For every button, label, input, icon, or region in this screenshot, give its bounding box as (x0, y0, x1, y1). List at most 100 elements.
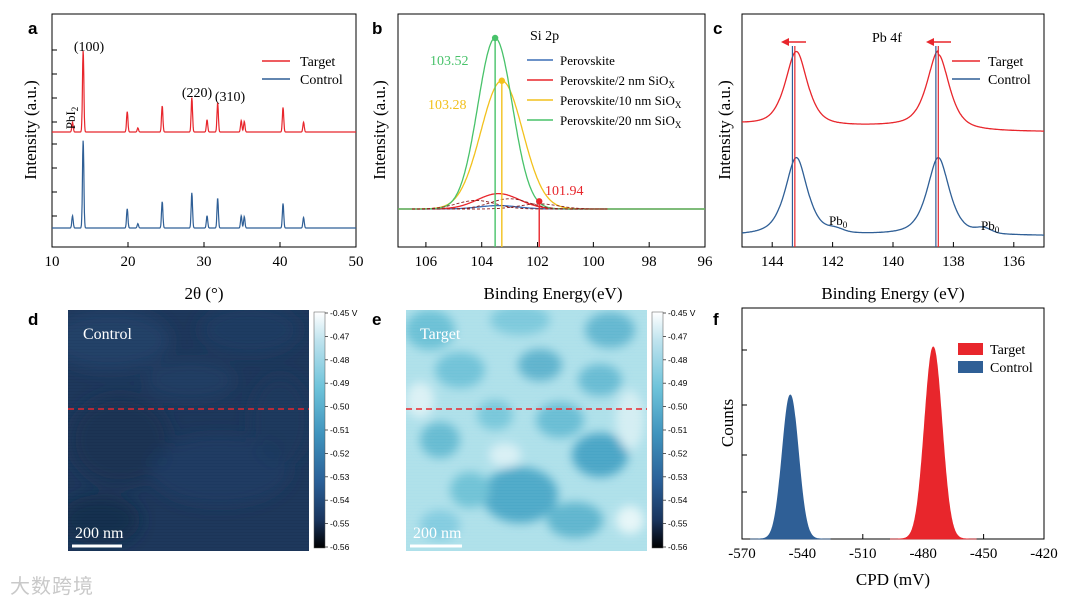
panel-a-xlabel: 2θ (°) (184, 284, 223, 303)
legend-label-target-f: Target (990, 343, 1025, 358)
legend-label-control-c: Control (988, 73, 1031, 88)
colorbar-tick-label: -0.55 (668, 519, 688, 529)
colorbar-tick-label: -0.50 (330, 402, 350, 412)
c-xtick-label: 138 (942, 254, 965, 270)
kpfm-map-target (406, 310, 647, 551)
b-xtick-label: 102 (526, 254, 549, 270)
legend-label-perovskite: Perovskite (560, 53, 615, 68)
legend-label-control: Control (300, 73, 343, 88)
colorbar-tick-label: -0.51 (668, 425, 688, 435)
shift-arrowhead-right (926, 38, 934, 46)
xps-si-marker-dot-0 (491, 34, 499, 42)
b-xtick-label: 104 (470, 254, 493, 270)
xrd-line-control (52, 140, 356, 229)
e-colorbar (651, 311, 664, 549)
xps-pb-line-control (741, 156, 1044, 236)
e-label: Target (420, 326, 461, 343)
panel-c-ylabel: Intensity (a.u.) (715, 80, 734, 180)
colorbar-tick-label: -0.45 V (330, 308, 358, 318)
panel-f: -570 -540 -510 -480 -450 -420 CPD (mV) Counts… (718, 307, 1058, 589)
legend-label-10nm: Perovskite/10 nm SiOX (560, 93, 682, 110)
panel-c-frame (741, 13, 1045, 248)
colorbar-tick-label: -0.48 (330, 355, 350, 365)
colorbar-tick-label: -0.45 V (668, 308, 696, 318)
watermark: 大数跨境 (10, 574, 94, 598)
annot-pbi2: PbI2 (63, 107, 80, 130)
b-xtick-label: 98 (642, 254, 657, 270)
annot-103-28: 103.28 (428, 98, 467, 113)
f-xtick-label: -570 (728, 546, 756, 562)
a-xtick-label: 40 (273, 254, 288, 270)
colorbar-tick-label: -0.55 (330, 519, 350, 529)
colorbar-tick-label: -0.52 (330, 448, 350, 458)
colorbar-tick-label: -0.56 (668, 542, 688, 552)
xps-si-fit-0 (412, 200, 608, 210)
panel-c-xlabel: Binding Energy (eV) (821, 284, 964, 303)
colorbar-tick-label: -0.50 (668, 402, 688, 412)
annot-pb0-right: Pb0 (981, 218, 1000, 235)
annot-pb0-left: Pb0 (829, 213, 848, 230)
annot-220: (220) (182, 86, 213, 101)
panel-label-c: c (713, 19, 722, 38)
panel-a: 10 20 30 40 50 2θ (°) Intensity (a.u.) Targe… (21, 13, 364, 303)
b-xtick-label: 100 (582, 254, 605, 270)
legend-label-20nm: Perovskite/20 nm SiOX (560, 113, 682, 130)
colorbar-tick-label: -0.56 (330, 542, 350, 552)
annot-310: (310) (215, 90, 246, 105)
colorbar-tick-label: -0.49 (668, 378, 688, 388)
f-xtick-label: -420 (1030, 546, 1058, 562)
panel-c: 144 142 140 138 136 Pb 4f Binding Energy (eV… (715, 13, 1045, 303)
a-xtick-label: 30 (197, 254, 212, 270)
a-xtick-label: 10 (45, 254, 60, 270)
colorbar-tick-label: -0.53 (668, 472, 688, 482)
legend-label-target-c: Target (988, 55, 1023, 70)
colorbar-tick-label: -0.47 (330, 331, 350, 341)
annot-101-94: 101.94 (545, 184, 584, 199)
panel-label-a: a (28, 19, 38, 38)
d-scalebar-label: 200 nm (75, 525, 124, 542)
d-colorbar (313, 311, 326, 549)
panel-e: Target 200 nm -0.45 V -0.47 -0.48 -0.49 -0.5… (406, 308, 696, 552)
e-scalebar-label: 200 nm (413, 525, 462, 542)
c-xtick-label: 142 (821, 254, 844, 270)
c-xtick-label: 136 (1003, 254, 1026, 270)
xps-si-marker-dot-2 (536, 198, 543, 205)
f-xtick-label: -480 (909, 546, 937, 562)
legend-label-control-f: Control (990, 361, 1033, 376)
legend-label-target: Target (300, 55, 335, 70)
panel-label-d: d (28, 310, 38, 329)
colorbar-tick-label: -0.47 (668, 331, 688, 341)
annot-100: (100) (74, 40, 105, 55)
panel-f-legend: Target Control (958, 343, 1033, 376)
xps-si-fit-2 (412, 203, 608, 210)
c-xtick-label: 144 (761, 254, 784, 270)
f-xtick-label: -540 (789, 546, 817, 562)
colorbar-tick-label: -0.49 (330, 378, 350, 388)
panel-b-frame (397, 13, 706, 248)
kpfm-map-control (68, 310, 309, 551)
colorbar-tick-label: -0.54 (668, 495, 688, 505)
panel-d: Control 200 nm -0.45 V -0.47 -0.48 -0.49 -0.… (68, 308, 358, 552)
shift-arrowhead-left (781, 38, 789, 46)
f-xtick-label: -510 (849, 546, 877, 562)
xps-si-marker-dot-1 (498, 77, 506, 84)
colorbar-tick-label: -0.52 (668, 448, 688, 458)
a-xtick-label: 50 (349, 254, 364, 270)
a-xtick-label: 20 (121, 254, 136, 270)
panel-a-ylabel: Intensity (a.u.) (21, 80, 40, 180)
colorbar-tick-label: -0.53 (330, 472, 350, 482)
panel-f-ylabel: Counts (718, 399, 737, 447)
panel-b-title: Si 2p (530, 29, 559, 44)
annot-103-52: 103.52 (430, 54, 469, 69)
d-label: Control (83, 326, 132, 343)
f-xtick-label: -450 (970, 546, 998, 562)
cpd-area-control (750, 394, 831, 540)
panel-b-xlabel: Binding Energy(eV) (484, 284, 623, 303)
colorbar-tick-label: -0.51 (330, 425, 350, 435)
panel-b-ylabel: Intensity (a.u.) (370, 80, 389, 180)
b-xtick-label: 106 (415, 254, 438, 270)
panel-a-legend: Target Control (262, 55, 343, 88)
panel-c-title: Pb 4f (872, 31, 902, 46)
panel-f-xlabel: CPD (mV) (856, 570, 930, 589)
